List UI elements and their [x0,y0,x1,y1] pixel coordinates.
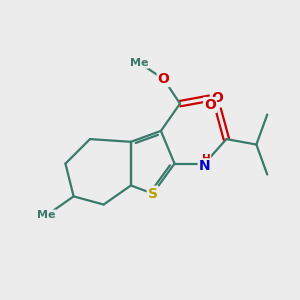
Text: Me: Me [130,58,148,68]
Text: S: S [148,187,158,201]
Text: Me: Me [37,211,56,220]
Text: O: O [158,72,170,86]
Text: O: O [211,91,223,105]
Text: N: N [199,159,210,173]
Text: H: H [202,154,210,164]
Text: O: O [204,98,216,112]
